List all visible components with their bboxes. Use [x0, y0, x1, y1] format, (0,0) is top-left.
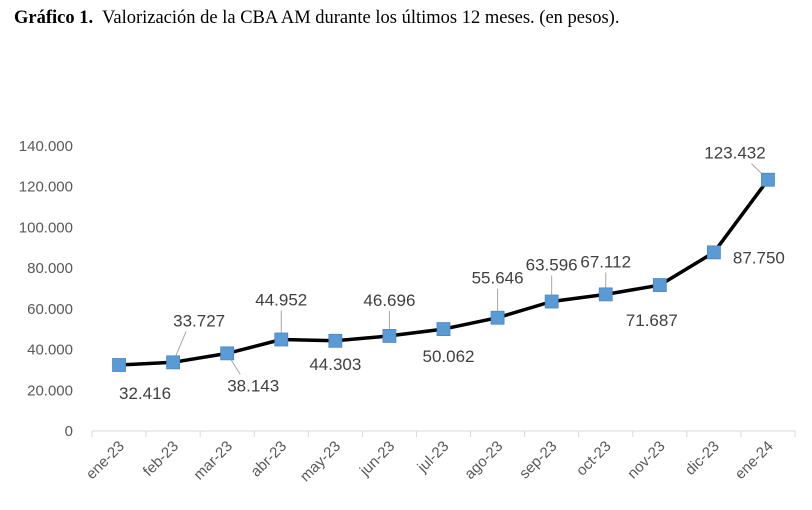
data-label: 55.646 [472, 269, 524, 288]
data-point-marker [112, 358, 126, 372]
x-tick-label: jul-23 [414, 438, 453, 477]
data-label: 46.696 [363, 291, 415, 310]
data-point-marker [652, 278, 667, 292]
y-tick-label: 0 [65, 423, 73, 440]
data-label: 44.952 [255, 290, 307, 309]
caption-prefix: Gráfico 1. [14, 8, 94, 28]
data-point-marker [436, 322, 451, 336]
data-label: 87.750 [733, 248, 785, 267]
data-label: 38.143 [227, 376, 279, 395]
x-tick-label: abr-23 [247, 438, 290, 481]
x-tick-label: sep-23 [516, 438, 560, 482]
x-tick-label: ene-23 [83, 438, 128, 483]
data-point-marker [274, 332, 289, 347]
x-tick-label: ene-24 [732, 438, 777, 483]
data-label: 63.596 [526, 256, 578, 275]
x-tick-label: jun-23 [356, 438, 398, 480]
y-tick-label: 120.000 [19, 179, 73, 196]
data-label: 33.727 [173, 311, 225, 330]
data-point-marker [220, 346, 235, 361]
y-tick-label: 80.000 [27, 260, 73, 277]
data-point-marker [706, 245, 721, 260]
y-tick-label: 140.000 [19, 138, 73, 155]
x-tick-label: may-23 [297, 438, 344, 485]
y-tick-label: 40.000 [27, 342, 73, 359]
data-point-marker [490, 310, 505, 325]
x-tick-label: ago-23 [461, 438, 506, 483]
x-tick-label: dic-23 [682, 438, 723, 479]
data-point-marker [544, 294, 559, 309]
chart-caption: Gráfico 1. Valorización de la CBA AM dur… [14, 8, 619, 29]
data-label: 44.303 [309, 355, 361, 374]
x-tick-label: mar-23 [190, 438, 236, 484]
caption-text: Valorización de la CBA AM durante los úl… [102, 8, 620, 28]
data-point-marker [382, 329, 397, 343]
series-line [118, 178, 770, 367]
data-label: 32.416 [119, 384, 171, 403]
data-point-marker [166, 355, 181, 370]
y-tick-label: 20.000 [27, 382, 73, 399]
data-label: 50.062 [423, 347, 475, 366]
x-tick-label: feb-23 [140, 438, 182, 480]
x-tick-label: oct-23 [573, 438, 615, 480]
data-label: 123.432 [704, 144, 765, 163]
data-point-marker [761, 172, 775, 187]
data-point-marker [598, 287, 613, 302]
y-tick-label: 100.000 [19, 219, 73, 236]
x-tick-label: nov-23 [624, 438, 668, 482]
data-label: 71.687 [626, 311, 678, 330]
data-point-marker [328, 333, 343, 348]
data-label: 67.112 [580, 252, 631, 271]
y-tick-label: 60.000 [27, 301, 73, 318]
